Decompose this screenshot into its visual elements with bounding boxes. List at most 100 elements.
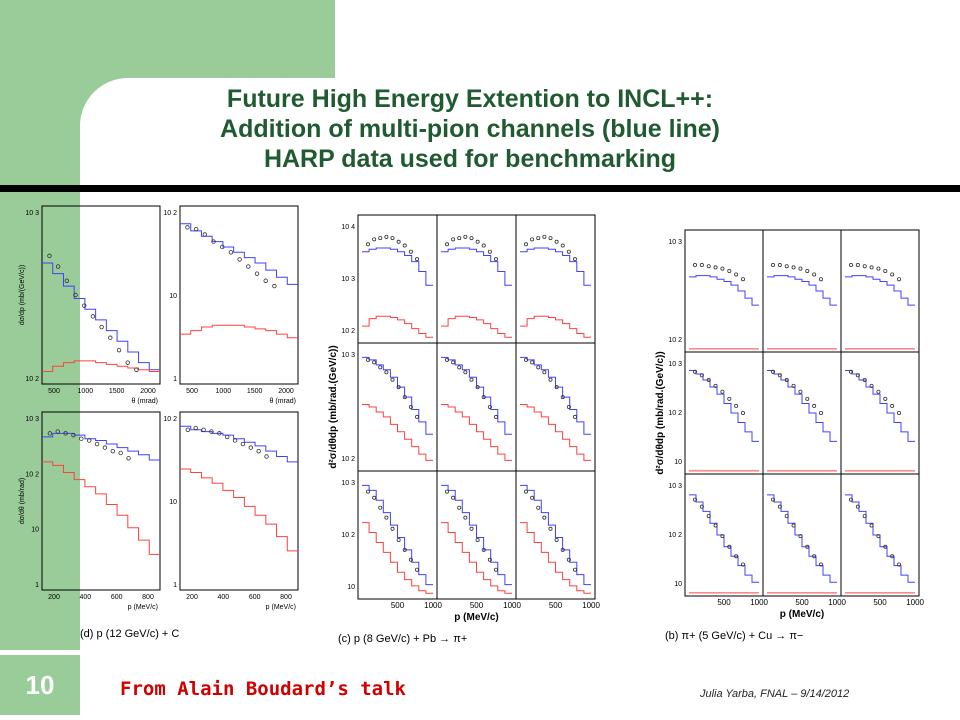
d-panel-1-point-10 — [125, 360, 130, 365]
b-r2c2-point-5 — [798, 389, 803, 394]
d-panel-3-point-10 — [118, 450, 123, 456]
c-r2c2-blue-line — [441, 356, 512, 435]
d-panel-3-blue-line — [42, 432, 160, 461]
d-panel-2-point-9 — [254, 271, 260, 276]
title-line-1: Future High Energy Extention to INCL++: — [226, 85, 714, 113]
b-r3c2-point-4 — [791, 523, 796, 528]
c-r3c1-red-line — [362, 522, 433, 594]
c-r3c2-point-3 — [457, 505, 462, 510]
b-r2c2-point-8 — [818, 410, 823, 415]
c-r3c1-point-9 — [415, 567, 420, 572]
b-r3c1-blue-line — [689, 494, 759, 583]
c-r2c1-point-6 — [396, 385, 401, 390]
c-r3c1-point-5 — [390, 526, 395, 531]
c-r1c3-point-8 — [566, 249, 571, 254]
c-r2c1-point-8 — [408, 404, 413, 409]
c-r2c3-point-5 — [548, 377, 553, 382]
c-r3c3-point-7 — [560, 547, 565, 552]
d-panel-2-point-6 — [228, 250, 234, 255]
title-line-2: Addition of multi-pion channels (blue li… — [220, 115, 720, 143]
d-panel-3-ytick-1: 10 3 — [25, 416, 39, 423]
c-r2c3-point-2 — [530, 360, 535, 365]
b-r1c2-frame — [762, 229, 842, 353]
c-col1-xtick-2: 1000 — [424, 601, 442, 610]
c-r1c3-red-line — [520, 315, 591, 338]
d-panel-4-blue-line — [180, 425, 298, 463]
d-panel-4-point-2 — [193, 425, 198, 431]
b-r2c2-blue-line — [767, 370, 837, 442]
d-panel-3-point-3 — [63, 431, 68, 436]
d-panel-2-xtick-1: 500 — [186, 388, 198, 395]
b-r3c1-point-3 — [706, 514, 711, 519]
c-col2-xtick-2: 1000 — [503, 601, 521, 610]
c-col1-xtick-1: 500 — [391, 601, 405, 610]
b-r1c1-blue-line — [689, 275, 759, 306]
c-r2c2-point-3 — [457, 365, 462, 370]
b-r2c3-point-7 — [890, 403, 895, 408]
c-r3c3-point-1 — [523, 489, 528, 494]
b-col3-xtick-2: 1000 — [906, 598, 924, 607]
c-r3c2-point-4 — [463, 515, 468, 520]
c-r2c2-point-5 — [469, 377, 474, 382]
b-row3-ytick-1: 10 3 — [668, 483, 682, 490]
c-r3c3-point-3 — [536, 505, 541, 510]
c-col2-xtick-1: 500 — [470, 601, 484, 610]
c-caption: (c) p (8 GeV/c) + Pb → π+ — [338, 633, 467, 645]
d-panel-2-ytick-3: 1 — [173, 376, 177, 383]
c-r1c1-point-8 — [408, 249, 413, 254]
d-panel-1-ylabel: dσ/dp (mb/(GeV/c)) — [19, 265, 26, 325]
b-r3c2-point-1 — [771, 497, 776, 502]
d-panel-3-frame — [41, 411, 161, 591]
c-r2c2-point-9 — [493, 414, 498, 419]
c-r3c1-point-6 — [396, 537, 401, 542]
c-col3-xtick-1: 500 — [549, 601, 563, 610]
b-col1-xtick-1: 500 — [717, 598, 731, 607]
d-panel-3-xtick-4: 800 — [142, 594, 154, 601]
d-panel-4-point-10 — [256, 448, 261, 454]
b-r3c2-point-3 — [784, 514, 789, 519]
c-ylabel: d²σ/dθdp (mb/rad.(GeV/c)) — [328, 345, 339, 468]
c-r1c1-point-3 — [378, 236, 383, 241]
title-line-3: HARP data used for benchmarking — [263, 145, 677, 173]
c-r1c2-point-6 — [475, 239, 480, 244]
c-r3c1-point-4 — [384, 515, 389, 520]
c-row3-ytick-3: 10 — [347, 584, 355, 591]
d-panel-1-point-11 — [134, 367, 139, 372]
d-panel-1-point-4 — [73, 292, 78, 298]
d-panel-4-point-3 — [201, 427, 206, 432]
b-r3c1-point-2 — [699, 504, 704, 509]
c-r2c2-point-2 — [451, 360, 456, 365]
c-r1c3-blue-line — [520, 247, 591, 286]
b-r3c1-point-8 — [741, 562, 746, 567]
c-r1c1-point-6 — [396, 239, 401, 244]
d-panel-3-point-2 — [55, 429, 60, 434]
c-row1-ytick-3: 10 2 — [341, 328, 355, 335]
b-r2c3-point-3 — [862, 377, 867, 382]
b-r3c2-point-8 — [818, 562, 823, 567]
c-r1c3-point-5 — [548, 236, 553, 241]
c-r3c3-point-8 — [566, 557, 571, 562]
b-r1c1-point-7 — [734, 272, 739, 277]
b-r3c3-point-5 — [876, 534, 881, 539]
b-r1c2-point-6 — [805, 268, 810, 273]
b-r2c3-point-8 — [896, 410, 901, 415]
d-panel-3-point-11 — [126, 456, 131, 461]
d-panel-3-ylabel: dσ/dθ (mb/rad) — [19, 478, 26, 524]
c-r1c2-point-4 — [463, 234, 468, 239]
c-r3c1-point-2 — [372, 495, 377, 500]
c-row2-ytick-1: 10 3 — [341, 352, 355, 359]
b-r1c1-point-6 — [727, 268, 732, 273]
b-col2-xtick-2: 1000 — [828, 598, 846, 607]
b-row2-ytick-2: 10 2 — [668, 410, 682, 417]
b-r2c1-blue-line — [689, 370, 759, 442]
c-row3-ytick-1: 10 3 — [341, 480, 355, 487]
c-r3c2-point-1 — [445, 489, 450, 494]
d-panel-3-point-8 — [102, 445, 108, 450]
b-col2-xtick-1: 500 — [795, 598, 809, 607]
b-r3c2-point-6 — [805, 544, 810, 549]
c-row1-ytick-2: 10 3 — [341, 276, 355, 283]
c-r3c1-point-8 — [408, 557, 413, 562]
c-r2c3-blue-line — [520, 356, 591, 435]
d-panel-4-frame — [179, 411, 299, 591]
d-panel-4-point-7 — [232, 438, 238, 443]
